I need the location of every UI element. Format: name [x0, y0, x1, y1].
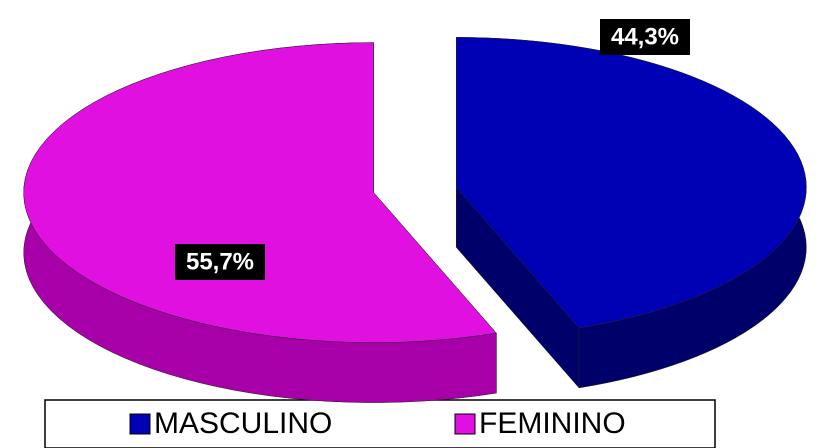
legend-swatch: [129, 413, 151, 435]
slice: [456, 37, 807, 389]
legend-label: FEMININO: [479, 407, 626, 440]
legend-label: MASCULINO: [154, 407, 332, 440]
value-label: 55,7%: [186, 248, 254, 275]
legend-swatch: [454, 413, 476, 435]
value-label-bg: [175, 244, 265, 280]
value-label-bg: [600, 19, 690, 55]
slice-top: [456, 37, 807, 329]
slice: [23, 42, 497, 403]
value-label: 44,3%: [611, 23, 679, 50]
slice-top: [23, 42, 497, 343]
legend-box: [44, 399, 716, 448]
